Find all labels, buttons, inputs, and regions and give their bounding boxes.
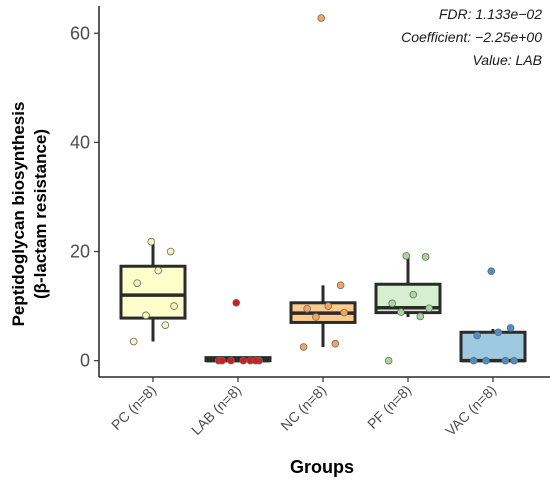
data-point	[239, 356, 248, 365]
y-axis-title-line1: Peptidoglycan biosynthesis	[9, 102, 28, 327]
y-tick-label: 0	[80, 351, 90, 371]
plot-area: 0 20 40 60 PC (n=8) LAB (n=8) NC (n=8) PF (n=8)…	[70, 6, 550, 439]
x-axis-title: Groups	[290, 457, 354, 477]
data-point	[232, 298, 241, 307]
data-point	[506, 324, 515, 332]
data-point	[388, 299, 396, 308]
data-point	[494, 328, 503, 337]
value-annotation: Value: LAB	[472, 52, 542, 68]
y-tick-label: 40	[70, 132, 90, 152]
data-point	[312, 313, 320, 321]
data-point	[166, 247, 175, 256]
x-tick-label: PC (n=8)	[108, 382, 159, 433]
data-point	[324, 302, 333, 310]
data-point	[384, 356, 393, 365]
x-tick-label: VAC (n=8)	[442, 382, 499, 439]
coefficient-annotation: Coefficient: −2.25e+00	[401, 29, 542, 45]
data-point	[170, 302, 178, 310]
data-point	[142, 311, 150, 320]
data-point	[133, 279, 141, 287]
data-point	[501, 356, 510, 365]
data-point	[129, 337, 138, 346]
data-point	[147, 237, 156, 246]
data-point	[299, 343, 308, 351]
data-point	[251, 356, 260, 365]
fdr-annotation: FDR: 1.133e−02	[439, 6, 542, 22]
data-point	[421, 253, 430, 261]
data-point	[402, 252, 411, 260]
data-point	[227, 356, 235, 365]
data-point	[317, 14, 326, 22]
data-point	[409, 290, 418, 299]
y-axis-title-line2: (β-lactam resistance)	[31, 129, 50, 299]
data-point	[340, 308, 348, 317]
x-tick-label: NC (n=8)	[277, 382, 329, 434]
x-tick-label: PF (n=8)	[364, 382, 414, 432]
data-point	[487, 267, 496, 275]
data-point	[303, 305, 311, 313]
data-point	[218, 356, 226, 365]
data-point	[161, 321, 170, 329]
box	[459, 330, 527, 363]
data-point	[510, 356, 518, 365]
data-point	[425, 304, 433, 313]
data-point	[336, 281, 345, 290]
y-tick-label: 20	[70, 242, 90, 262]
data-point	[469, 356, 478, 365]
x-tick-label: LAB (n=8)	[188, 382, 244, 438]
data-point	[397, 308, 405, 316]
data-point	[331, 339, 340, 348]
data-point	[416, 312, 425, 321]
y-tick-label: 60	[70, 23, 90, 43]
data-point	[473, 331, 481, 340]
data-point	[154, 266, 163, 275]
data-point	[482, 356, 490, 365]
box	[119, 264, 187, 320]
